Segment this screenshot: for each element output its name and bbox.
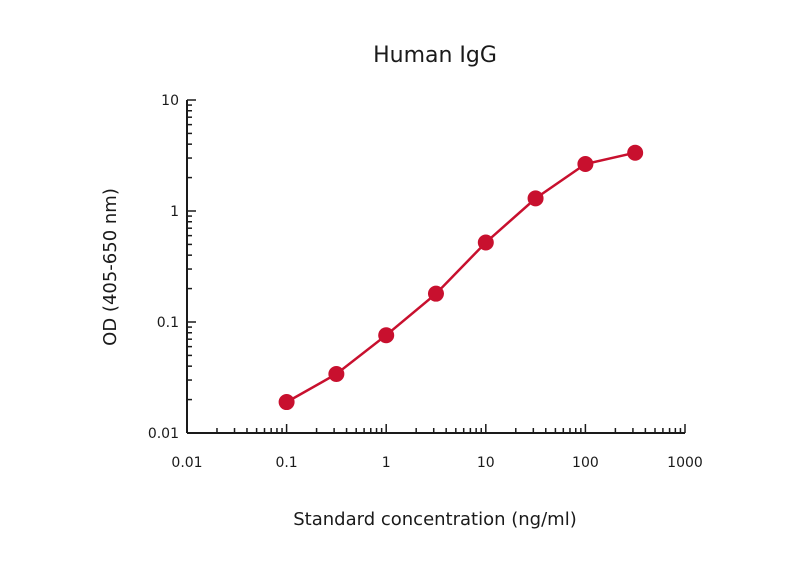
x-tick-label: 100 [572, 455, 599, 471]
x-tick-label: 0.1 [275, 455, 297, 471]
y-tick-label: 0.1 [157, 315, 179, 331]
data-point [627, 144, 644, 161]
x-tick-label: 1 [382, 455, 391, 471]
x-tick-label: 0.01 [171, 455, 202, 471]
x-axis-label: Standard concentration (ng/ml) [293, 509, 576, 530]
data-point [527, 190, 544, 207]
data-point [427, 285, 444, 302]
data-point [278, 394, 295, 411]
y-axis-label: OD (405-650 nm) [100, 188, 121, 346]
x-tick-labels: 0.01 0.1 1 10 100 1000 [171, 455, 702, 471]
series-line [285, 151, 636, 404]
axes [186, 99, 686, 434]
y-tick-labels: 0.01 0.1 1 10 [148, 93, 179, 442]
y-tick-label: 1 [170, 204, 179, 220]
data-point [378, 327, 395, 344]
data-point [577, 156, 594, 173]
y-tick-label: 10 [161, 93, 179, 109]
x-tick-label: 1000 [667, 455, 703, 471]
data-point [328, 366, 345, 383]
data-point [477, 234, 494, 251]
y-tick-label: 0.01 [148, 426, 179, 442]
x-tick-label: 10 [477, 455, 495, 471]
data-series [278, 144, 644, 411]
chart-title: Human IgG [373, 43, 497, 68]
